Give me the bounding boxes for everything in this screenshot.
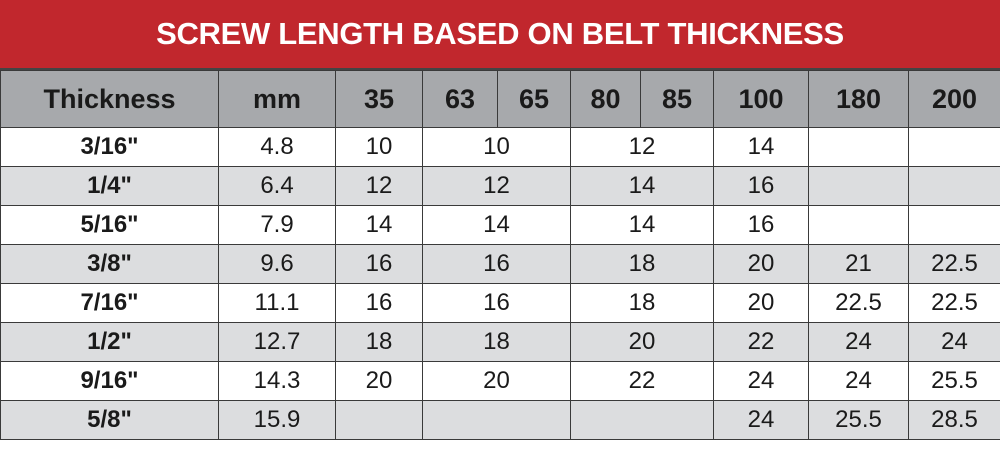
value-cell: 28.5 bbox=[908, 400, 1000, 440]
value-cell: 14 bbox=[335, 205, 423, 245]
value-cell: 20 bbox=[335, 361, 423, 401]
value-cell bbox=[908, 205, 1000, 245]
header-cell: 63 bbox=[422, 70, 498, 128]
table-row: 3/8" 9.6 16 16 18 20 21 22.5 bbox=[0, 244, 1000, 284]
header-cell: 85 bbox=[640, 70, 714, 128]
header-row: Thickness mm 35 63 65 80 85 100 180 200 bbox=[0, 70, 1000, 128]
value-cell: 25.5 bbox=[908, 361, 1000, 401]
value-cell bbox=[908, 127, 1000, 167]
thickness-cell: 3/16" bbox=[0, 127, 219, 167]
value-cell bbox=[422, 400, 571, 440]
table-row: 5/8" 15.9 24 25.5 28.5 bbox=[0, 400, 1000, 440]
value-cell: 20 bbox=[713, 283, 809, 323]
table-row: 7/16" 11.1 16 16 18 20 22.5 22.5 bbox=[0, 283, 1000, 323]
header-cell: 200 bbox=[908, 70, 1000, 128]
header-cell: 35 bbox=[335, 70, 423, 128]
table-row: 9/16" 14.3 20 20 22 24 24 25.5 bbox=[0, 361, 1000, 401]
thickness-cell: 7/16" bbox=[0, 283, 219, 323]
thickness-cell: 5/8" bbox=[0, 400, 219, 440]
value-cell: 24 bbox=[908, 322, 1000, 362]
header-cell: 65 bbox=[497, 70, 571, 128]
value-cell: 18 bbox=[570, 244, 714, 284]
table-row: 1/4" 6.4 12 12 14 16 bbox=[0, 166, 1000, 206]
value-cell: 18 bbox=[422, 322, 571, 362]
value-cell: 16 bbox=[335, 283, 423, 323]
value-cell: 22.5 bbox=[908, 283, 1000, 323]
value-cell: 20 bbox=[713, 244, 809, 284]
value-cell: 16 bbox=[422, 244, 571, 284]
value-cell bbox=[335, 400, 423, 440]
value-cell: 7.9 bbox=[218, 205, 336, 245]
value-cell: 14 bbox=[422, 205, 571, 245]
value-cell: 12 bbox=[570, 127, 714, 167]
value-cell bbox=[908, 166, 1000, 206]
value-cell: 16 bbox=[713, 205, 809, 245]
value-cell: 10 bbox=[335, 127, 423, 167]
value-cell: 4.8 bbox=[218, 127, 336, 167]
header-cell: 100 bbox=[713, 70, 809, 128]
value-cell: 25.5 bbox=[808, 400, 909, 440]
value-cell: 24 bbox=[713, 361, 809, 401]
value-cell: 22 bbox=[713, 322, 809, 362]
value-cell: 24 bbox=[808, 322, 909, 362]
value-cell: 22.5 bbox=[908, 244, 1000, 284]
value-cell: 15.9 bbox=[218, 400, 336, 440]
value-cell: 12.7 bbox=[218, 322, 336, 362]
value-cell: 20 bbox=[570, 322, 714, 362]
value-cell bbox=[570, 400, 714, 440]
thickness-cell: 1/4" bbox=[0, 166, 219, 206]
value-cell: 14 bbox=[570, 166, 714, 206]
table-row: 3/16" 4.8 10 10 12 14 bbox=[0, 127, 1000, 167]
table-title: SCREW LENGTH BASED ON BELT THICKNESS bbox=[0, 0, 1000, 70]
thickness-cell: 5/16" bbox=[0, 205, 219, 245]
table-row: 5/16" 7.9 14 14 14 16 bbox=[0, 205, 1000, 245]
value-cell bbox=[808, 127, 909, 167]
value-cell: 14.3 bbox=[218, 361, 336, 401]
value-cell: 10 bbox=[422, 127, 571, 167]
value-cell: 24 bbox=[713, 400, 809, 440]
value-cell: 21 bbox=[808, 244, 909, 284]
value-cell: 14 bbox=[713, 127, 809, 167]
value-cell: 18 bbox=[335, 322, 423, 362]
value-cell: 16 bbox=[713, 166, 809, 206]
thickness-cell: 3/8" bbox=[0, 244, 219, 284]
value-cell: 24 bbox=[808, 361, 909, 401]
value-cell: 16 bbox=[335, 244, 423, 284]
value-cell: 9.6 bbox=[218, 244, 336, 284]
value-cell: 12 bbox=[422, 166, 571, 206]
table-body: 3/16" 4.8 10 10 12 14 1/4" 6.4 12 12 14 16 5/16" 7.9 1… bbox=[0, 127, 1000, 440]
thickness-cell: 9/16" bbox=[0, 361, 219, 401]
value-cell: 14 bbox=[570, 205, 714, 245]
value-cell: 12 bbox=[335, 166, 423, 206]
value-cell: 20 bbox=[422, 361, 571, 401]
thickness-cell: 1/2" bbox=[0, 322, 219, 362]
table-row: 1/2" 12.7 18 18 20 22 24 24 bbox=[0, 322, 1000, 362]
header-cell: 180 bbox=[808, 70, 909, 128]
screw-table: Thickness mm 35 63 65 80 85 100 180 200 3/16" 4.8 1… bbox=[0, 70, 1000, 440]
header-cell: Thickness bbox=[0, 70, 219, 128]
value-cell bbox=[808, 205, 909, 245]
header-cell: 80 bbox=[570, 70, 641, 128]
header-cell: mm bbox=[218, 70, 336, 128]
value-cell bbox=[808, 166, 909, 206]
value-cell: 16 bbox=[422, 283, 571, 323]
value-cell: 18 bbox=[570, 283, 714, 323]
value-cell: 22 bbox=[570, 361, 714, 401]
value-cell: 22.5 bbox=[808, 283, 909, 323]
value-cell: 11.1 bbox=[218, 283, 336, 323]
value-cell: 6.4 bbox=[218, 166, 336, 206]
